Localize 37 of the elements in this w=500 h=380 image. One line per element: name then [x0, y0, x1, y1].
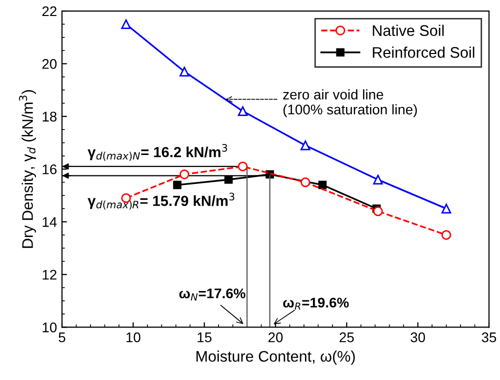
point [300, 140, 310, 150]
annotation: γ$_{d(max)R}$= 15.79 kN/m$^{3}$ [88, 192, 234, 210]
point [238, 106, 248, 116]
x-tick-label: 35 [482, 332, 496, 342]
point [224, 175, 233, 184]
point [373, 174, 383, 184]
annotation: γ$_{d(max)N}$= 16.2 kN/m$^{3}$ [88, 144, 228, 161]
x-tick-label: 25 [340, 332, 354, 342]
y-tick-label: 10 [42, 322, 57, 332]
y-tick-label: 16 [42, 164, 57, 174]
point [173, 180, 182, 190]
point [238, 162, 248, 172]
annotation: zero air void line (100% saturation line) [283, 89, 417, 118]
point [180, 66, 190, 76]
y-tick-label: 20 [42, 59, 57, 69]
x-tick-label: 20 [268, 332, 283, 342]
point [441, 230, 452, 240]
point [300, 177, 310, 188]
y-tick-label: 22 [42, 6, 56, 16]
x-tick-label: 30 [410, 332, 426, 342]
x-tick-label: 10 [126, 332, 140, 342]
x-tick-label: 5 [58, 332, 66, 342]
annotation: ω$_{N}$=17.6% [179, 288, 246, 300]
y-tick-label: 14 [42, 217, 57, 227]
x-tick-label: 15 [198, 332, 212, 342]
point [121, 19, 131, 30]
point [180, 170, 190, 180]
point [441, 204, 452, 214]
y-tick-label: 12 [42, 270, 56, 280]
point [373, 206, 383, 216]
x-axis-title: Moisture Content, ω(%) [196, 350, 355, 365]
point [318, 180, 327, 190]
y-axis-title: Dry Density, γ$_{d}$ (kN/m$^{3}$) [19, 90, 36, 248]
annotation: ω$_{R}$=19.6% [283, 298, 349, 310]
legend-label: Native Soil [372, 24, 444, 36]
y-tick-label: 18 [42, 112, 57, 122]
legend-label: Reinforced Soil [372, 46, 474, 58]
